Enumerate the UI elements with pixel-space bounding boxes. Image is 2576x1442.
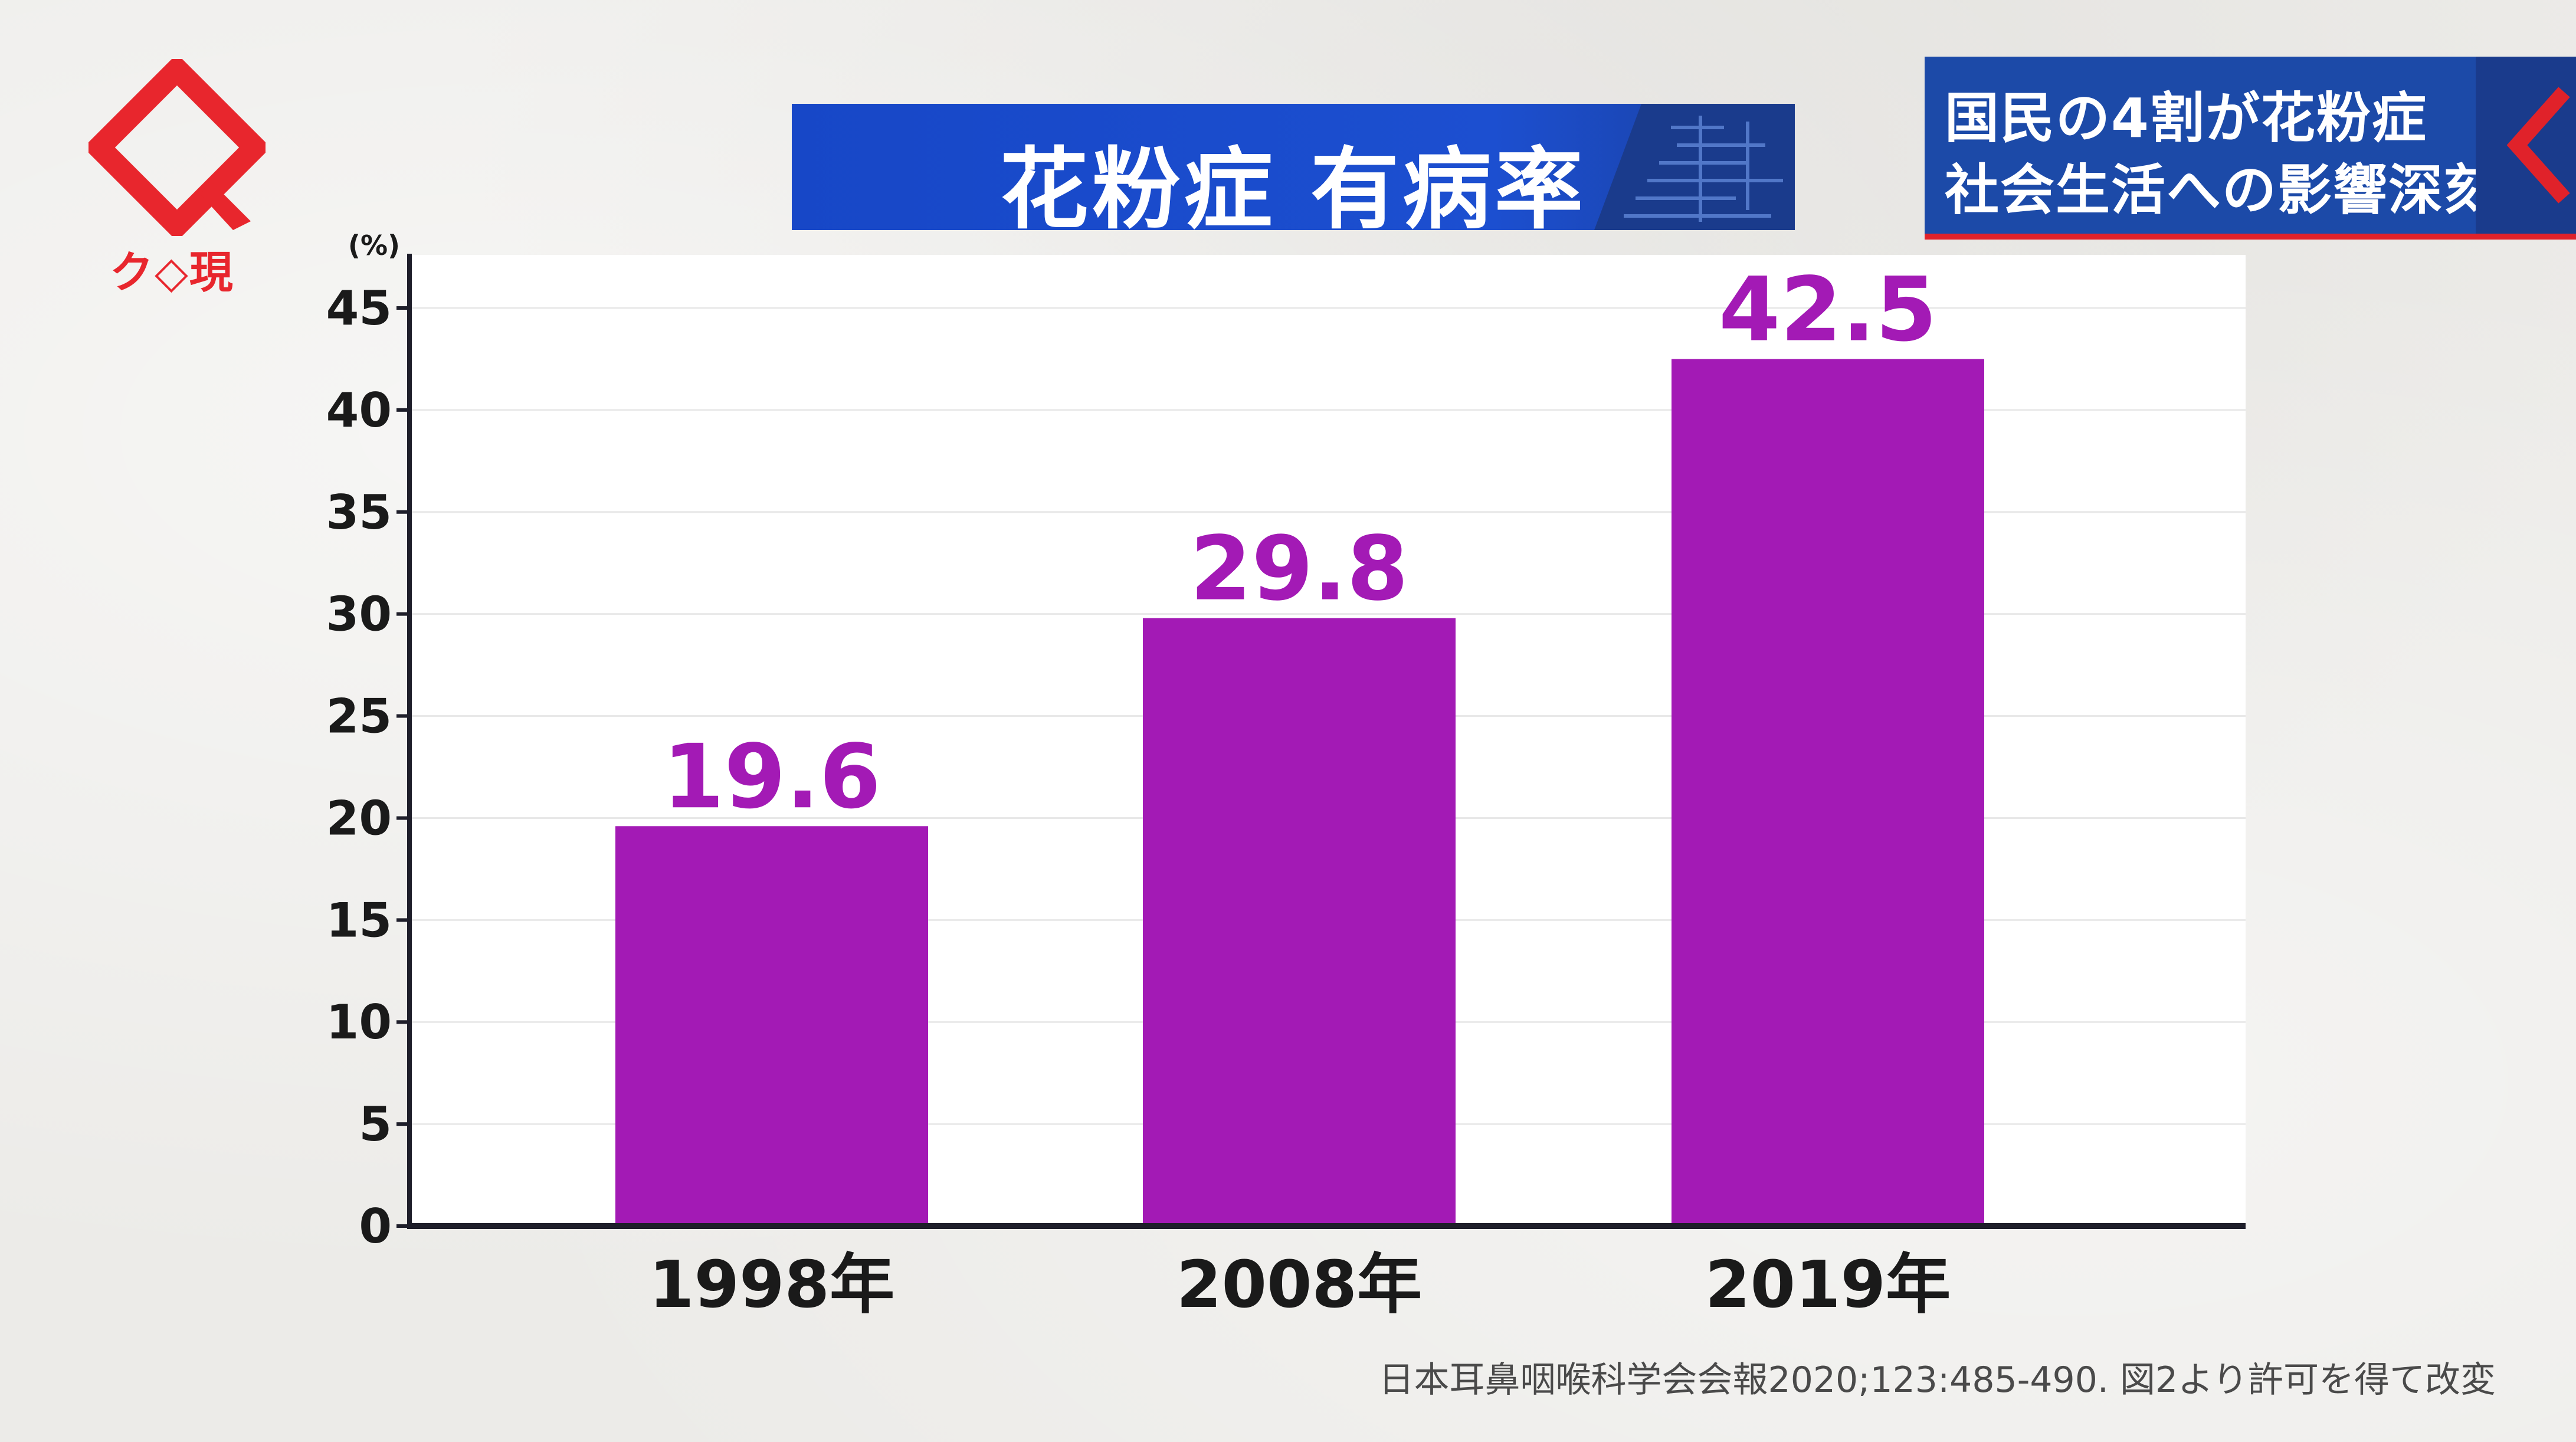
program-logo	[83, 54, 271, 307]
logo-text: ク◇現	[110, 247, 234, 298]
bar	[1672, 359, 1984, 1226]
data-label: 19.6	[663, 726, 881, 828]
diamond-q-logo-icon	[83, 54, 271, 241]
x-tick-label: 2019年	[1705, 1247, 1951, 1322]
y-tick-label: 5	[359, 1097, 392, 1152]
y-tick-label: 10	[326, 995, 392, 1050]
headline-banner: 国民の4割が花粉症 社会生活への影響深刻	[1925, 57, 2576, 240]
y-tick-label: 0	[359, 1199, 392, 1254]
bar	[1143, 618, 1456, 1226]
title-banner: 花粉症 有病率	[792, 104, 1795, 230]
y-tick-label: 40	[326, 383, 392, 438]
headline-line-1: 国民の4割が花粉症	[1945, 87, 2428, 150]
y-tick-label: 30	[326, 587, 392, 642]
data-label: 42.5	[1719, 258, 1937, 361]
circuit-pattern-icon	[1594, 104, 1795, 230]
source-note: 日本耳鼻咽喉科学会会報2020;123:485-490. 図2より許可を得て改変	[1378, 1359, 2496, 1401]
data-label: 29.8	[1190, 518, 1408, 621]
chevron-left-icon	[2476, 57, 2576, 234]
y-tick-label: 20	[326, 791, 392, 845]
y-tick-label: 45	[326, 281, 392, 336]
x-tick-label: 2008年	[1176, 1247, 1422, 1322]
y-tick-label: 35	[326, 485, 392, 540]
y-tick-label: 15	[326, 893, 392, 948]
y-axis-label: (%)	[348, 230, 400, 261]
headline-line-2: 社会生活への影響深刻	[1945, 159, 2500, 222]
chart-title: 花粉症 有病率	[999, 139, 1587, 230]
bar	[615, 826, 928, 1226]
y-tick-label: 25	[326, 689, 392, 744]
x-tick-label: 1998年	[649, 1247, 894, 1322]
